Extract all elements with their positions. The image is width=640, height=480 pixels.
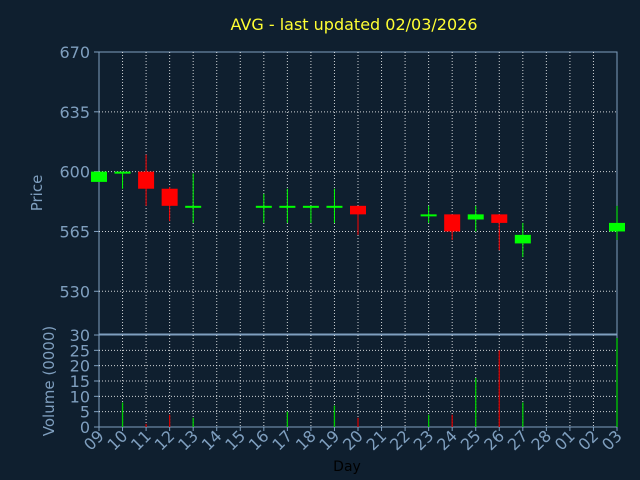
candle-body bbox=[185, 205, 202, 208]
candle-body bbox=[420, 214, 437, 217]
candle-body bbox=[609, 222, 625, 232]
volume-tick-label: 30 bbox=[70, 326, 90, 345]
grid bbox=[99, 52, 617, 427]
x-axis-ticks: 0910111213141516171819202122232425262728… bbox=[80, 426, 626, 454]
x-tick-label: 03 bbox=[598, 426, 626, 454]
x-axis-label: Day bbox=[333, 459, 361, 475]
volume-axis-label: Volume (0000) bbox=[40, 326, 58, 436]
candle-body bbox=[467, 214, 484, 220]
price-tick-label: 635 bbox=[59, 103, 90, 122]
price-tick-label: 600 bbox=[59, 163, 90, 182]
candle-body bbox=[138, 171, 155, 189]
volume-tick-label: 25 bbox=[70, 341, 90, 360]
volume-tick-label: 20 bbox=[70, 357, 90, 376]
candle-body bbox=[350, 205, 366, 215]
price-tick-label: 565 bbox=[59, 222, 90, 241]
candle-body bbox=[161, 188, 178, 206]
candle-body bbox=[279, 205, 296, 208]
volume-tick-label: 0 bbox=[80, 418, 90, 437]
candle-body bbox=[91, 171, 107, 182]
candle-body bbox=[255, 205, 272, 208]
candle-body bbox=[444, 214, 461, 232]
price-tick-label: 670 bbox=[59, 43, 90, 62]
volume-bars bbox=[121, 338, 618, 427]
candle-body bbox=[514, 234, 531, 244]
price-tick-label: 530 bbox=[59, 282, 90, 301]
volume-tick-label: 5 bbox=[80, 403, 90, 422]
candle-body bbox=[491, 214, 508, 223]
candle-body bbox=[326, 205, 343, 208]
candle-body bbox=[114, 171, 131, 174]
chart-title: AVG - last updated 02/03/2026 bbox=[231, 15, 478, 34]
price-axis-label: Price bbox=[28, 175, 46, 212]
candle-body bbox=[302, 205, 319, 208]
candles bbox=[91, 154, 625, 258]
volume-tick-label: 15 bbox=[70, 372, 90, 391]
price-axis-ticks: 530 565 600 635 670 bbox=[59, 43, 99, 301]
volume-tick-label: 10 bbox=[70, 387, 90, 406]
